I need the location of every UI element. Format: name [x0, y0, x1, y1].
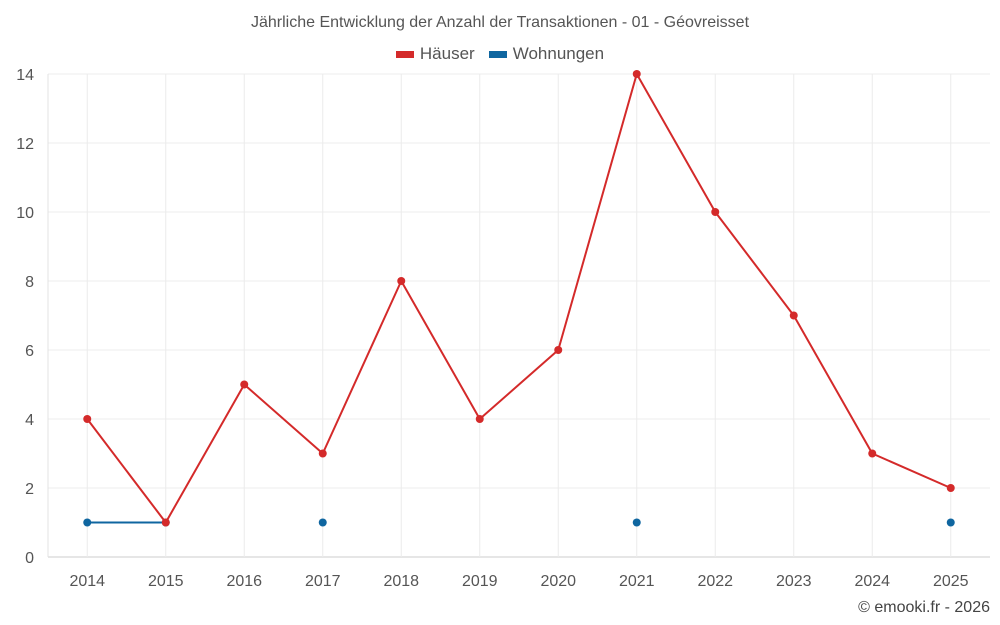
x-tick-label: 2014 — [69, 573, 105, 590]
x-tick-label: 2024 — [854, 573, 890, 590]
y-tick-label: 14 — [16, 67, 34, 84]
x-tick-label: 2021 — [619, 573, 655, 590]
y-tick-label: 6 — [25, 343, 34, 360]
data-point-haeuser — [397, 277, 406, 285]
x-tick-label: 2020 — [540, 573, 576, 590]
x-tick-label: 2022 — [697, 573, 733, 590]
data-point-haeuser — [711, 208, 720, 216]
x-tick-label: 2018 — [383, 573, 419, 590]
x-tick-label: 2025 — [933, 573, 969, 590]
series-line-haeuser — [321, 280, 403, 455]
legend-item-haeuser[interactable]: Häuser — [395, 44, 475, 64]
credit-text: © emooki.fr - 2026 — [858, 599, 990, 616]
series-line-haeuser — [86, 418, 167, 524]
x-tick-label: 2017 — [305, 573, 341, 590]
y-tick-label: 2 — [25, 481, 34, 498]
data-point-wohnungen — [632, 518, 641, 527]
data-point-haeuser — [789, 311, 798, 320]
y-tick-label: 4 — [25, 412, 34, 429]
series-line-haeuser — [478, 349, 560, 420]
legend-swatch-haeuser — [395, 50, 414, 58]
x-tick-label: 2019 — [462, 573, 498, 590]
data-point-haeuser — [554, 346, 563, 354]
y-tick-label: 10 — [16, 205, 34, 222]
y-tick-label: 8 — [25, 274, 34, 291]
data-point-haeuser — [868, 449, 877, 458]
data-point-wohnungen — [318, 518, 327, 527]
legend-label-haeuser: Häuser — [419, 44, 475, 63]
series-line-haeuser — [635, 73, 717, 213]
data-point-haeuser — [475, 415, 484, 423]
chart-legend: Häuser Wohnungen — [0, 44, 1000, 64]
x-tick-label: 2015 — [148, 573, 184, 590]
series-line-haeuser — [243, 383, 324, 455]
data-point-haeuser — [83, 415, 92, 423]
y-tick-label: 12 — [16, 136, 34, 153]
data-point-wohnungen — [83, 518, 92, 527]
series-line-haeuser — [871, 452, 952, 489]
data-point-haeuser — [946, 484, 955, 492]
x-tick-label: 2023 — [776, 573, 812, 590]
y-tick-label: 0 — [25, 550, 34, 567]
data-point-haeuser — [632, 70, 641, 78]
series-line-haeuser — [164, 383, 246, 524]
data-point-wohnungen — [946, 518, 955, 527]
x-tick-label: 2016 — [226, 573, 262, 590]
series-line-haeuser — [557, 73, 638, 351]
data-point-haeuser — [318, 449, 327, 458]
legend-swatch-wohnungen — [488, 50, 507, 58]
legend-item-wohnungen[interactable]: Wohnungen — [488, 44, 605, 64]
data-point-haeuser — [161, 518, 170, 527]
series-line-haeuser — [400, 280, 481, 420]
legend-label-wohnungen: Wohnungen — [512, 44, 605, 63]
series-line-haeuser — [714, 211, 795, 317]
chart-title: Jährliche Entwicklung der Anzahl der Tra… — [250, 14, 750, 31]
series-line-haeuser — [792, 314, 874, 455]
data-point-haeuser — [240, 380, 249, 389]
